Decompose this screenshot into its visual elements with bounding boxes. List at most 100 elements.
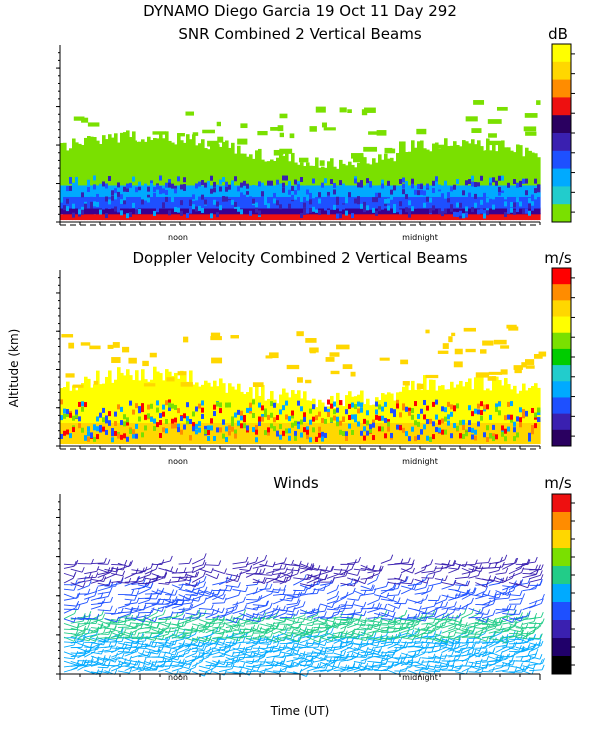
data-cell — [384, 401, 388, 407]
data-cell — [243, 211, 247, 221]
wind-barb — [279, 628, 290, 631]
data-cell — [492, 193, 496, 209]
data-cell — [351, 203, 355, 215]
data-cell — [246, 189, 250, 195]
data-cell — [342, 163, 346, 186]
data-cell — [143, 383, 156, 387]
wind-barb-flag — [540, 598, 544, 604]
data-cell — [423, 194, 427, 209]
wind-barb — [252, 572, 264, 575]
data-cell — [78, 143, 82, 186]
data-cell — [246, 193, 250, 209]
data-cell — [486, 404, 490, 410]
data-cell — [291, 390, 295, 424]
wind-barb-flag — [317, 626, 321, 632]
data-cell — [240, 182, 244, 188]
data-cell — [288, 189, 292, 195]
data-cell — [390, 421, 394, 445]
doppler-colorbar — [551, 267, 575, 447]
data-cell — [330, 370, 340, 375]
data-cell — [258, 417, 262, 445]
wind-barb — [259, 667, 273, 673]
data-cell — [222, 181, 226, 197]
wind-barb — [225, 623, 238, 628]
wind-barb — [407, 645, 422, 648]
wind-barb — [360, 635, 373, 639]
wind-barb — [205, 612, 218, 619]
data-cell — [390, 198, 394, 204]
data-cell — [312, 178, 316, 184]
wind-barb-flag — [88, 611, 92, 617]
wind-barb-flag — [162, 609, 166, 615]
wind-barb — [299, 617, 312, 622]
wind-barb — [428, 670, 440, 673]
data-cell — [282, 430, 286, 436]
data-cell — [453, 184, 457, 190]
data-cell — [426, 211, 430, 221]
data-cell — [486, 418, 490, 445]
wind-barb — [70, 661, 84, 666]
data-cell — [222, 383, 226, 424]
data-cell — [339, 420, 343, 426]
data-cell — [480, 208, 484, 214]
data-cell — [237, 206, 241, 212]
wind-barb-flag — [506, 640, 510, 646]
data-cell — [282, 182, 286, 188]
data-cell — [534, 188, 538, 194]
wind-barb — [475, 594, 489, 600]
wind-barb-flag — [201, 656, 205, 662]
snr-midnight-marker: midnight — [402, 233, 438, 242]
wind-barb — [158, 589, 172, 595]
wind-barb-flag — [95, 586, 99, 592]
data-cell — [327, 408, 331, 414]
data-cell — [204, 148, 208, 186]
wind-barb-flag — [282, 589, 286, 595]
data-cell — [498, 212, 502, 221]
data-cell — [333, 409, 337, 415]
data-cell — [513, 184, 517, 197]
wind-barb — [374, 652, 385, 658]
data-cell — [327, 183, 331, 197]
wind-barb-flag — [317, 623, 321, 630]
data-cell — [231, 386, 235, 424]
data-cell — [216, 427, 220, 433]
wind-barb-flag — [392, 606, 396, 613]
data-cell — [204, 199, 208, 205]
wind-barb — [198, 665, 210, 670]
data-cell — [165, 400, 169, 406]
data-cell — [273, 204, 277, 215]
wind-barb — [394, 614, 406, 621]
data-cell — [291, 417, 295, 445]
data-cell — [516, 432, 520, 438]
data-cell — [144, 195, 148, 201]
data-cell — [180, 210, 184, 216]
data-cell — [159, 189, 163, 195]
wind-barb — [522, 647, 535, 653]
data-cell — [495, 151, 499, 186]
wind-barb-flag — [417, 611, 421, 618]
data-cell — [195, 429, 199, 435]
data-cell — [492, 211, 496, 221]
wind-barb-flag — [154, 635, 158, 641]
data-cell — [522, 409, 526, 415]
wind-barb — [144, 603, 157, 609]
data-cell — [417, 434, 421, 440]
wind-barb — [468, 641, 479, 644]
wind-barb — [401, 645, 414, 649]
data-cell — [324, 193, 328, 209]
data-cell — [342, 194, 346, 209]
wind-barb — [400, 588, 413, 595]
wind-barb-flag — [439, 666, 442, 672]
data-cell — [462, 140, 466, 186]
wind-barb — [171, 664, 185, 668]
wind-barb-flag — [121, 576, 124, 582]
data-cell — [258, 181, 262, 187]
data-cell — [264, 430, 268, 436]
data-cell — [453, 423, 457, 429]
data-cell — [156, 138, 160, 186]
wind-barb-flag — [209, 589, 213, 595]
wind-barb-flag — [525, 612, 529, 618]
data-cell — [315, 421, 319, 445]
data-cell — [327, 399, 331, 405]
data-cell — [150, 403, 154, 409]
